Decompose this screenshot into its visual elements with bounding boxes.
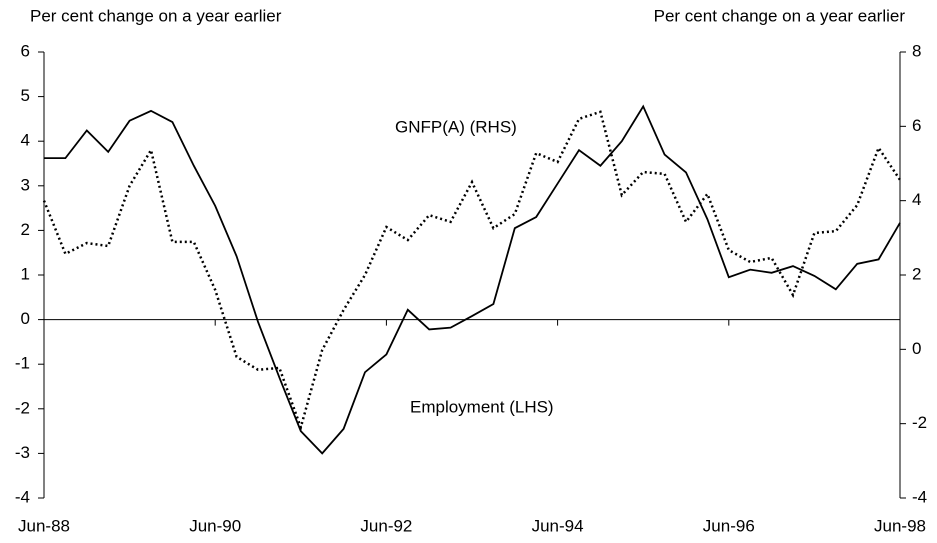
y-tick-label: 5	[21, 86, 30, 105]
series-line	[44, 104, 901, 455]
annotation: Employment (LHS)	[410, 397, 554, 416]
y-tick-label: 0	[21, 309, 30, 328]
y-tick-label: 1	[21, 264, 30, 283]
x-tick-label: Jun-96	[703, 516, 755, 535]
y2-axis-title: Per cent change on a year earlier	[654, 6, 906, 25]
y-tick-label: -3	[15, 443, 30, 462]
annotation: GNFP(A) (RHS)	[395, 117, 517, 136]
y-tick-label: 6	[21, 41, 30, 60]
y-axis-title: Per cent change on a year earlier	[30, 6, 282, 25]
y2-tick-label: 2	[912, 264, 921, 283]
y-tick-label: -4	[15, 487, 30, 506]
y-tick-label: -2	[15, 398, 30, 417]
x-tick-label: Jun-92	[360, 516, 412, 535]
x-tick-label: Jun-90	[189, 516, 241, 535]
y-tick-label: 2	[21, 220, 30, 239]
y2-tick-label: 4	[912, 190, 921, 209]
y2-tick-label: 8	[912, 41, 921, 60]
x-tick-label: Jun-98	[874, 516, 926, 535]
y-tick-label: 3	[21, 175, 30, 194]
y-tick-label: 4	[21, 131, 30, 150]
y-tick-label: -1	[15, 354, 30, 373]
y2-tick-label: -4	[912, 487, 927, 506]
y2-tick-label: 6	[912, 116, 921, 135]
y2-tick-label: 0	[912, 339, 921, 358]
x-tick-label: Jun-88	[18, 516, 70, 535]
series-line	[42, 110, 902, 432]
y2-tick-label: -2	[912, 413, 927, 432]
x-tick-label: Jun-94	[532, 516, 584, 535]
